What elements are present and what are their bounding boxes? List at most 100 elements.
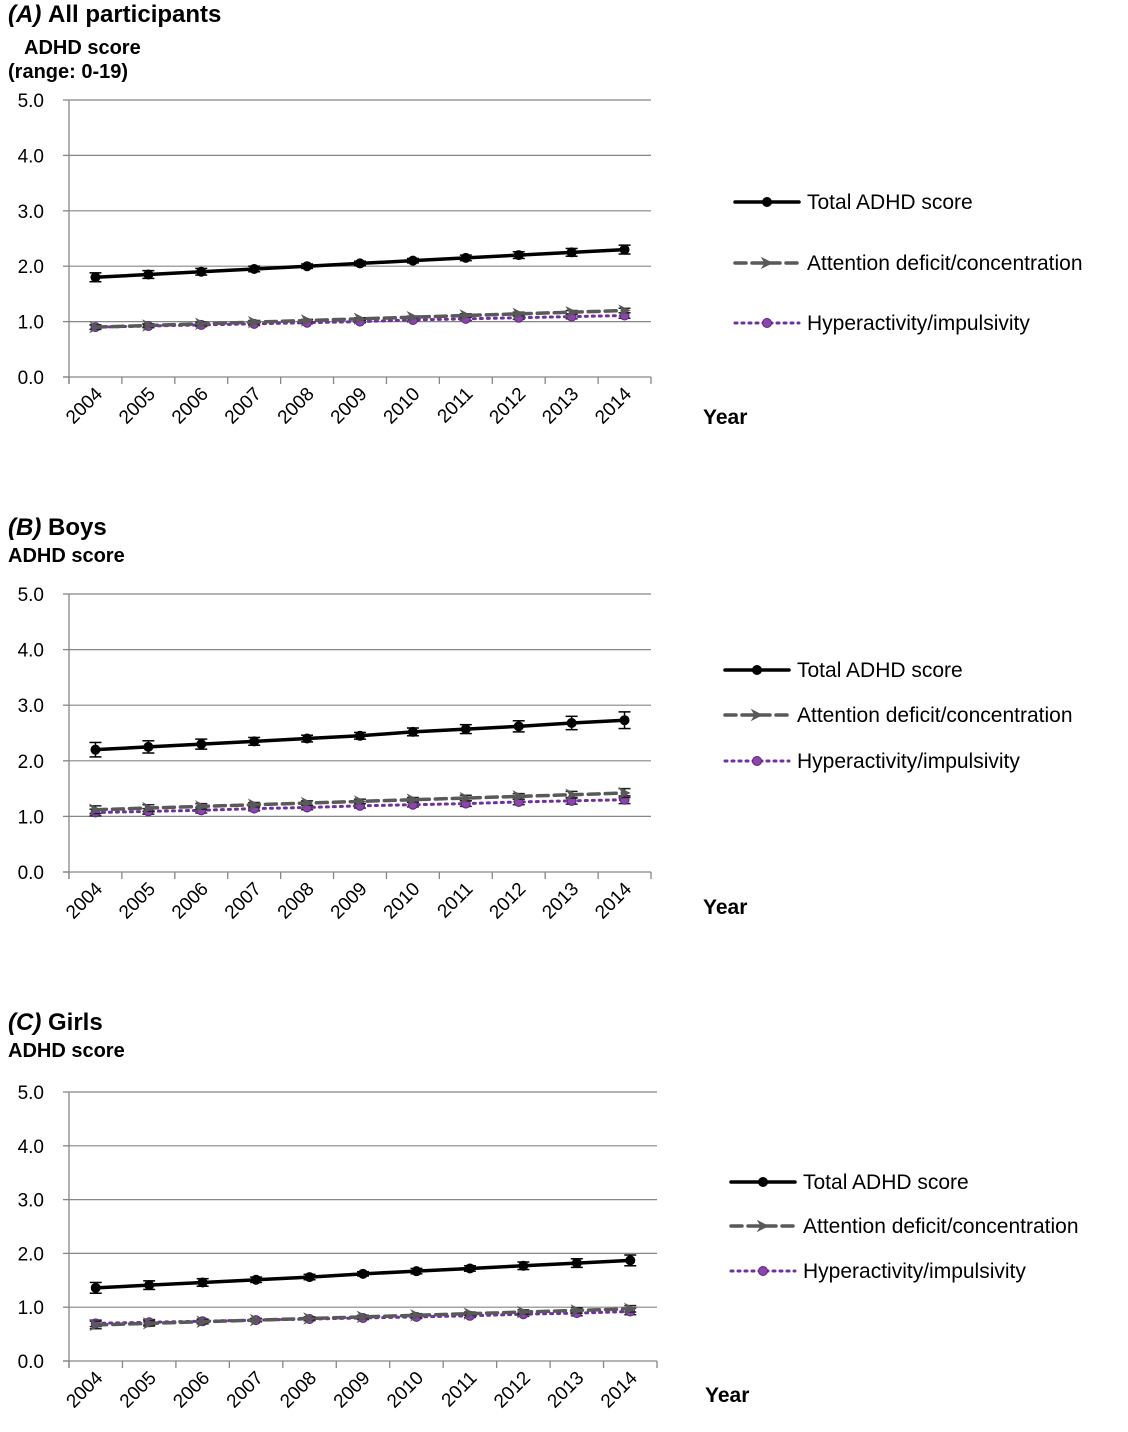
- x-tick-label: 2014: [597, 1367, 642, 1412]
- x-axis-label: Year: [703, 406, 748, 429]
- data-point: [619, 715, 630, 726]
- legend-item-total: Total ADHD score: [729, 1171, 969, 1194]
- panel-title: (C) Girls: [8, 1009, 103, 1037]
- series-total: [89, 1254, 637, 1294]
- data-point: [406, 793, 420, 806]
- x-tick-label: 2010: [380, 384, 425, 429]
- data-point: [89, 320, 102, 334]
- legend-marker: [756, 1219, 770, 1233]
- panel-tag: (C): [8, 1009, 42, 1036]
- y-tick-label: 2.0: [18, 752, 44, 773]
- data-point: [300, 314, 314, 327]
- x-tick-label: 2008: [276, 1368, 321, 1413]
- legend-label: Total ADHD score: [807, 191, 973, 214]
- y-tick-label: 5.0: [18, 1083, 44, 1104]
- data-point: [353, 312, 367, 326]
- data-point: [197, 1277, 208, 1288]
- data-point: [90, 272, 101, 283]
- data-point: [143, 741, 154, 752]
- y-tick-label: 5.0: [18, 91, 44, 112]
- x-tick-label: 2014: [591, 878, 636, 923]
- legend-marker: [762, 197, 772, 207]
- data-point: [411, 1266, 422, 1277]
- x-tick-label: 2011: [434, 384, 478, 428]
- data-point: [249, 1313, 263, 1327]
- x-tick-label: 2013: [538, 384, 583, 429]
- y-tick-label: 3.0: [18, 1191, 44, 1212]
- chart-panel-girls: (C) Girls ADHD score Year 0.0 1.0 2.0 3.0 4.…: [0, 1005, 1128, 1432]
- data-point: [460, 724, 471, 735]
- panel-title: (A) All participants: [8, 1, 221, 29]
- y-tick-label: 1.0: [18, 1298, 44, 1319]
- y-axis-label-line: ADHD score: [8, 1040, 125, 1062]
- legend-label: Hyperactivity/impulsivity: [803, 1260, 1026, 1283]
- data-point: [565, 305, 578, 319]
- data-point: [142, 1317, 156, 1330]
- x-tick-label: 2006: [169, 1368, 214, 1413]
- series-attention: [89, 786, 631, 816]
- legend-marker: [752, 756, 762, 766]
- data-point: [566, 247, 577, 258]
- x-tick-label: 2005: [115, 384, 160, 429]
- data-point: [460, 252, 471, 263]
- y-tick-label: 4.0: [18, 1137, 44, 1158]
- data-point: [618, 786, 631, 800]
- legend-marker: [758, 1266, 768, 1276]
- data-point: [358, 1268, 368, 1279]
- data-point: [513, 721, 524, 732]
- series-attention: [89, 1302, 637, 1332]
- x-tick-label: 2008: [274, 384, 319, 429]
- legend-label: Hyperactivity/impulsivity: [807, 312, 1030, 335]
- data-point: [406, 310, 420, 324]
- panel-name: All participants: [48, 1, 222, 28]
- x-tick-label: 2006: [168, 384, 213, 429]
- x-tick-label: 2012: [490, 1368, 535, 1413]
- data-point: [353, 795, 367, 808]
- data-point: [302, 261, 313, 272]
- data-point: [517, 1305, 530, 1319]
- data-point: [459, 309, 472, 322]
- legend-item-total: Total ADHD score: [723, 659, 963, 682]
- y-tick-label: 0.0: [18, 368, 44, 389]
- data-point: [464, 1263, 475, 1274]
- y-tick-label: 3.0: [18, 202, 44, 223]
- series-total: [89, 244, 631, 283]
- legend-marker: [762, 318, 772, 328]
- legend-item-total: Total ADHD score: [733, 191, 973, 214]
- x-tick-label: 2009: [330, 1368, 375, 1413]
- data-point: [513, 250, 524, 261]
- y-tick-label: 1.0: [18, 313, 44, 334]
- x-tick-label: 2011: [438, 1368, 482, 1412]
- x-tick-label: 2012: [486, 384, 531, 429]
- data-point: [512, 307, 525, 321]
- data-point: [407, 726, 418, 737]
- x-axis-label: Year: [703, 896, 748, 919]
- data-point: [355, 730, 365, 741]
- data-point: [566, 717, 577, 728]
- data-point: [619, 244, 630, 255]
- data-point: [300, 796, 314, 810]
- x-tick-label: 2013: [538, 879, 583, 924]
- data-point: [463, 1307, 477, 1320]
- legend-item-hyper: Hyperactivity/impulsivity: [729, 1260, 1026, 1283]
- y-tick-label: 4.0: [18, 641, 44, 662]
- y-tick-label: 0.0: [18, 1352, 44, 1373]
- data-point: [143, 269, 154, 280]
- data-point: [90, 1282, 101, 1293]
- data-point: [565, 788, 578, 801]
- data-point: [618, 304, 631, 317]
- data-point: [89, 1318, 102, 1332]
- panel-title: (B) Boys: [8, 514, 107, 542]
- y-axis-label: ADHD score (range: 0-19): [8, 36, 141, 84]
- data-point: [410, 1309, 423, 1322]
- data-point: [251, 1274, 262, 1285]
- data-point: [355, 258, 365, 269]
- x-tick-label: 2010: [380, 879, 425, 924]
- legend-label: Total ADHD score: [797, 659, 963, 682]
- legend-label: Attention deficit/concentration: [807, 252, 1083, 275]
- legend-label: Total ADHD score: [803, 1171, 969, 1194]
- x-tick-label: 2014: [591, 383, 636, 428]
- data-point: [89, 803, 102, 816]
- x-axis-label: Year: [705, 1384, 750, 1407]
